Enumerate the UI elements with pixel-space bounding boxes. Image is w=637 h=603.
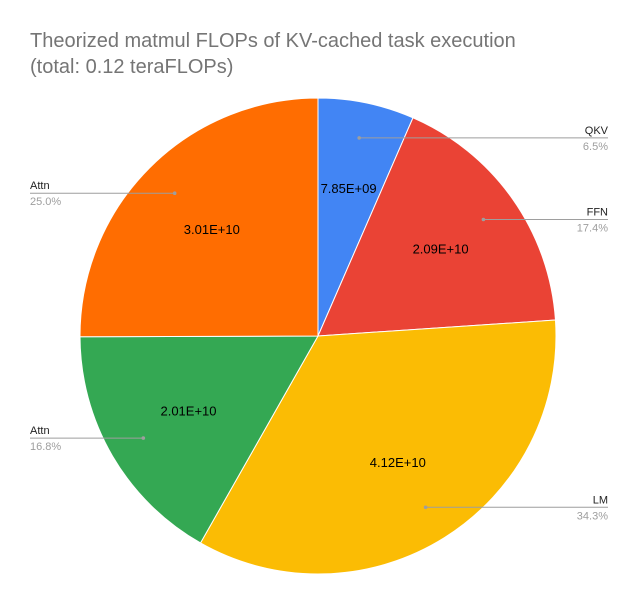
pie-slice-3 xyxy=(79,335,319,544)
pie-slices xyxy=(79,97,557,575)
chart-subtitle-line: (total: 0.12 teraFLOPs) xyxy=(30,56,234,78)
pie-legend-labels: QKV 6.5% FFN 17.4% LM 34.3% Attn 16.8% Attn 25.0% xyxy=(30,125,609,522)
legend-name-2: LM xyxy=(593,494,608,506)
legend-name-4: Attn xyxy=(30,180,50,192)
slice-value-label-2: 4.12E+10 xyxy=(370,455,426,470)
legend-percent-3: 16.8% xyxy=(30,441,61,453)
legend-name-3: Attn xyxy=(30,425,50,437)
slice-value-label-4: 3.01E+10 xyxy=(184,222,240,237)
legend-percent-2: 34.3% xyxy=(577,510,608,522)
slice-value-label-1: 2.09E+10 xyxy=(413,242,469,257)
legend-percent-1: 17.4% xyxy=(577,223,608,235)
chart-title: Theorized matmul FLOPs of KV-cached task… xyxy=(30,28,620,80)
pie-slice-4 xyxy=(79,97,319,338)
legend-percent-4: 25.0% xyxy=(30,196,61,208)
pie-value-labels: 7.85E+09 2.09E+10 4.12E+10 2.01E+10 3.01E+10 xyxy=(160,181,468,470)
slice-value-label-3: 2.01E+10 xyxy=(160,404,216,419)
slice-value-label-0: 7.85E+09 xyxy=(321,181,377,196)
chart-title-line: Theorized matmul FLOPs of KV-cached task… xyxy=(30,30,516,52)
pie-slice-2 xyxy=(199,319,557,575)
legend-name-1: FFN xyxy=(587,207,608,219)
legend-percent-0: 6.5% xyxy=(583,141,608,153)
legend-name-0: QKV xyxy=(585,125,609,137)
pie-slice-1 xyxy=(317,117,556,337)
